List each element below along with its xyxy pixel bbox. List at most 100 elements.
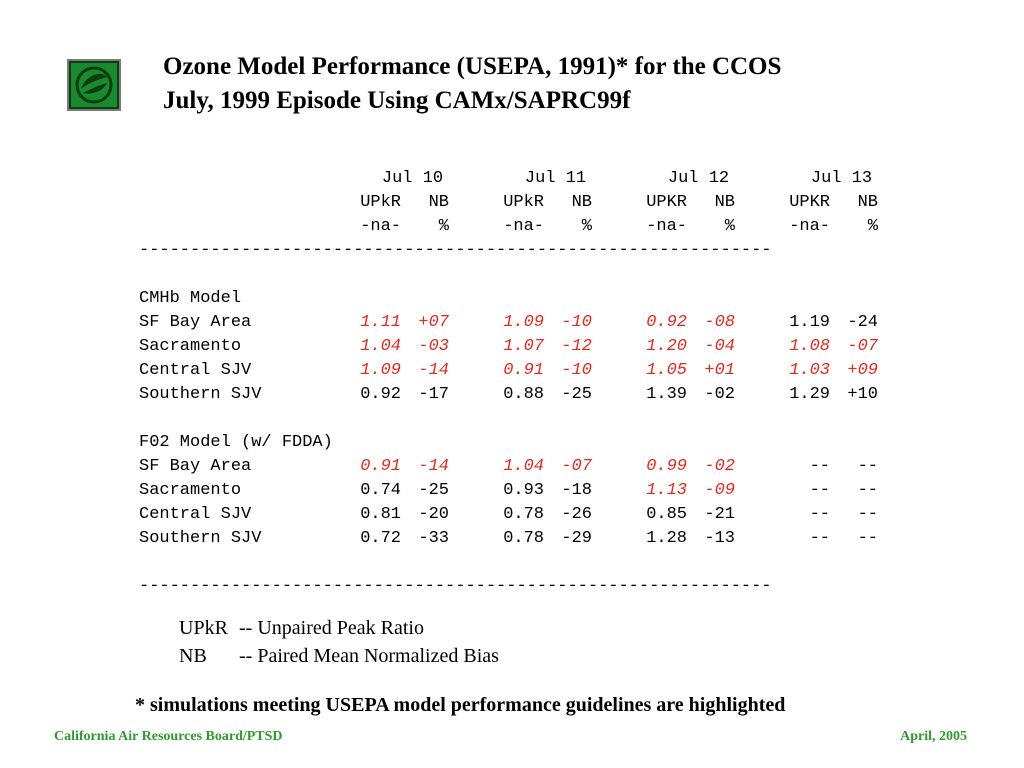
- row-label: Southern SJV: [139, 529, 262, 548]
- row-label: Central SJV: [139, 361, 252, 380]
- upkr-value-highlighted: 1.11: [360, 313, 401, 332]
- upkr-value-highlighted: 1.13: [646, 481, 687, 500]
- upkr-value: 0.88: [503, 385, 544, 404]
- nb-value: -26: [561, 505, 592, 524]
- upkr-value: 1.39: [646, 385, 687, 404]
- upkr-value-highlighted: 1.08: [789, 337, 830, 356]
- blank-row: [139, 263, 913, 287]
- table-row: Southern SJV 0.92 -17 0.88 -25 1.39 -02 1.29 +10: [139, 383, 913, 407]
- nb-value: -25: [561, 385, 592, 404]
- row-label: Central SJV: [139, 505, 252, 524]
- upkr-value-highlighted: 1.04: [360, 337, 401, 356]
- nb-value: -17: [418, 385, 449, 404]
- nb-value: -02: [704, 385, 735, 404]
- legend-abbr: UPkR: [179, 617, 228, 639]
- header-unit: %: [438, 217, 449, 236]
- header-unit: -na-: [646, 217, 687, 236]
- divider-line: ----------------------------------------…: [139, 577, 772, 596]
- title-line-1: Ozone Model Performance (USEPA, 1991)* f…: [163, 53, 782, 80]
- nb-value: -18: [561, 481, 592, 500]
- table-row: SF Bay Area 1.11 +07 1.09 -10 0.92 -08 1.19 -24: [139, 311, 913, 335]
- upkr-value-highlighted: 1.04: [503, 457, 544, 476]
- nb-value-highlighted: -10: [561, 313, 592, 332]
- nb-value: -20: [418, 505, 449, 524]
- nb-value-highlighted: -10: [561, 361, 592, 380]
- nb-value: -24: [847, 313, 878, 332]
- leaf-icon: [67, 59, 121, 111]
- nb-value-highlighted: +01: [704, 361, 735, 380]
- nb-value: -33: [418, 529, 449, 548]
- upkr-value-highlighted: 1.03: [789, 361, 830, 380]
- upkr-value-highlighted: 0.91: [360, 457, 401, 476]
- legend-desc: -- Unpaired Peak Ratio: [239, 617, 424, 639]
- nb-value-highlighted: -08: [704, 313, 735, 332]
- header-metric: UPKR: [789, 193, 830, 212]
- upkr-value: 0.92: [360, 385, 401, 404]
- upkr-value: --: [809, 529, 830, 548]
- upkr-value-highlighted: 1.09: [360, 361, 401, 380]
- header-metric: UPkR: [360, 193, 401, 212]
- blank-row: [139, 551, 913, 575]
- row-label: Southern SJV: [139, 385, 262, 404]
- section-title: CMHb Model: [139, 289, 242, 308]
- header-spacer: [139, 215, 341, 239]
- section-title: F02 Model (w/ FDDA): [139, 433, 333, 452]
- upkr-value: 0.78: [503, 529, 544, 548]
- upkr-value: --: [809, 505, 830, 524]
- header-unit: %: [724, 217, 735, 236]
- row-label: SF Bay Area: [139, 457, 252, 476]
- header-unit: %: [581, 217, 592, 236]
- upkr-value: 0.93: [503, 481, 544, 500]
- nb-value-highlighted: +07: [418, 313, 449, 332]
- header-metric: NB: [857, 193, 878, 212]
- upkr-value-highlighted: 1.20: [646, 337, 687, 356]
- header-metric: NB: [714, 193, 735, 212]
- table-row: Southern SJV 0.72 -33 0.78 -29 1.28 -13 -- --: [139, 527, 913, 551]
- upkr-value-highlighted: 1.05: [646, 361, 687, 380]
- blank-row: [139, 407, 913, 431]
- upkr-value: --: [809, 457, 830, 476]
- header-days-row: Jul 10 Jul 11 Jul 12 Jul 13: [139, 167, 913, 191]
- nb-value-highlighted: -02: [704, 457, 735, 476]
- legend-abbr: NB: [179, 645, 207, 667]
- header-units-row: -na-% -na-% -na-% -na-%: [139, 215, 913, 239]
- header-metrics-row: UPkR NB UPkR NB UPKR NB UPKR NB: [139, 191, 913, 215]
- legend: UPkR -- Unpaired Peak Ratio NB -- Paired…: [179, 614, 499, 670]
- table-row: Central SJV 1.09 -14 0.91 -10 1.05 +01 1.03 +09: [139, 359, 913, 383]
- nb-value: --: [857, 481, 878, 500]
- upkr-value: --: [809, 481, 830, 500]
- header-metric: UPKR: [646, 193, 687, 212]
- upkr-value: 1.19: [789, 313, 830, 332]
- header-day: Jul 11: [524, 169, 587, 188]
- slide-title: Ozone Model Performance (USEPA, 1991)* f…: [163, 50, 781, 118]
- upkr-value-highlighted: 0.99: [646, 457, 687, 476]
- legend-desc: -- Paired Mean Normalized Bias: [239, 645, 499, 667]
- header-spacer: [139, 191, 341, 215]
- table-row: SF Bay Area 0.91 -14 1.04 -07 0.99 -02 -- --: [139, 455, 913, 479]
- nb-value: --: [857, 457, 878, 476]
- nb-value: -13: [704, 529, 735, 548]
- footer-organization: California Air Resources Board/PTSD: [54, 729, 283, 744]
- header-spacer: [139, 167, 341, 191]
- upkr-value-highlighted: 0.91: [503, 361, 544, 380]
- nb-value: -25: [418, 481, 449, 500]
- table-row: Sacramento 0.74 -25 0.93 -18 1.13 -09 -- --: [139, 479, 913, 503]
- upkr-value-highlighted: 1.09: [503, 313, 544, 332]
- upkr-value: 0.85: [646, 505, 687, 524]
- nb-value-highlighted: -14: [418, 457, 449, 476]
- nb-value-highlighted: -04: [704, 337, 735, 356]
- header-unit: -na-: [789, 217, 830, 236]
- nb-value: --: [857, 529, 878, 548]
- legend-row-upkr: UPkR -- Unpaired Peak Ratio: [179, 614, 499, 642]
- nb-value-highlighted: +09: [847, 361, 878, 380]
- upkr-value-highlighted: 1.07: [503, 337, 544, 356]
- legend-row-nb: NB -- Paired Mean Normalized Bias: [179, 642, 499, 670]
- upkr-value: 1.28: [646, 529, 687, 548]
- nb-value-highlighted: -07: [561, 457, 592, 476]
- header-day: Jul 12: [667, 169, 730, 188]
- nb-value: +10: [847, 385, 878, 404]
- performance-table: Jul 10 Jul 11 Jul 12 Jul 13 UPkR NB UPkR NB UPKR…: [139, 167, 913, 599]
- divider-line: ----------------------------------------…: [139, 241, 772, 260]
- row-label: SF Bay Area: [139, 313, 252, 332]
- footnote: * simulations meeting USEPA model perfor…: [135, 694, 786, 716]
